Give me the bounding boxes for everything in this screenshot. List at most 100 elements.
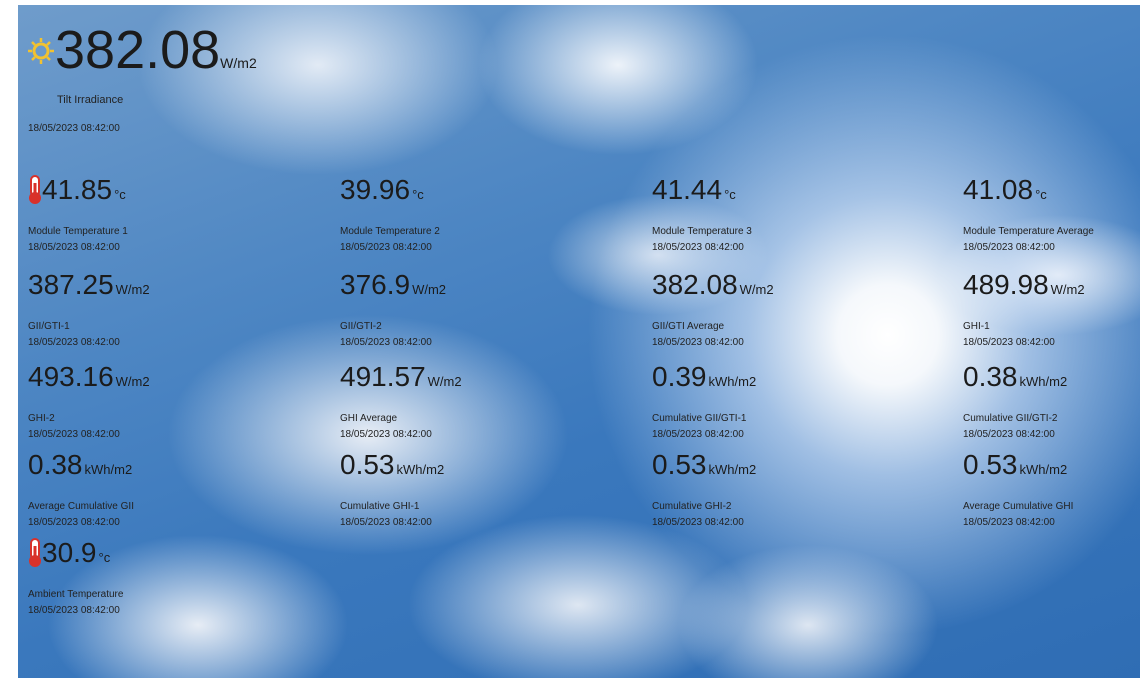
metric-value: 30.9 — [42, 537, 97, 568]
metric-value: 41.85 — [42, 174, 112, 205]
metric-unit: °c — [114, 187, 126, 202]
metric-label: Module Temperature 1 — [28, 225, 128, 238]
sun-icon — [28, 38, 54, 64]
metric-label: Module Temperature Average — [963, 225, 1094, 238]
metric-tile: 41.44°c Module Temperature 3 18/05/2023 08… — [652, 174, 752, 254]
metric-value: 0.53 — [340, 449, 395, 480]
header-value: 382.08 — [55, 20, 220, 80]
metric-timestamp: 18/05/2023 08:42:00 — [963, 336, 1085, 349]
metric-label: GHI-1 — [963, 320, 1085, 333]
metric-tile: 41.08°c Module Temperature Average 18/05/2… — [963, 174, 1094, 254]
metric-timestamp: 18/05/2023 08:42:00 — [963, 241, 1094, 254]
metric-unit: W/m2 — [428, 374, 462, 389]
metric-unit: W/m2 — [1051, 282, 1085, 297]
value-line: 41.85°c — [42, 174, 128, 211]
metric-timestamp: 18/05/2023 08:42:00 — [28, 336, 150, 349]
value-line: 491.57W/m2 — [340, 361, 462, 398]
metric-tile: 30.9°c Ambient Temperature 18/05/2023 08:4… — [28, 537, 123, 617]
metric-unit: W/m2 — [116, 374, 150, 389]
metric-value: 41.08 — [963, 174, 1033, 205]
header-value-line: 382.08W/m2 — [55, 22, 257, 91]
metric-unit: kWh/m2 — [397, 462, 445, 477]
metric-label: Cumulative GII/GTI-2 — [963, 412, 1067, 425]
metric-label: GII/GTI-1 — [28, 320, 150, 333]
metric-timestamp: 18/05/2023 08:42:00 — [652, 336, 774, 349]
metric-unit: W/m2 — [412, 282, 446, 297]
metric-unit: W/m2 — [116, 282, 150, 297]
metric-timestamp: 18/05/2023 08:42:00 — [652, 516, 756, 529]
metric-unit: kWh/m2 — [709, 374, 757, 389]
metric-label: Cumulative GHI-2 — [652, 500, 756, 513]
metric-value: 382.08 — [652, 269, 738, 300]
metric-value: 491.57 — [340, 361, 426, 392]
value-line: 30.9°c — [42, 537, 123, 574]
metric-label: Average Cumulative GII — [28, 500, 134, 513]
metric-unit: °c — [99, 550, 111, 565]
metric-label: GII/GTI Average — [652, 320, 774, 333]
metric-label: Ambient Temperature — [28, 588, 123, 601]
metric-value: 489.98 — [963, 269, 1049, 300]
metric-unit: kWh/m2 — [1020, 462, 1068, 477]
metric-timestamp: 18/05/2023 08:42:00 — [340, 516, 444, 529]
metric-value: 41.44 — [652, 174, 722, 205]
metric-timestamp: 18/05/2023 08:42:00 — [28, 428, 150, 441]
metric-unit: °c — [412, 187, 424, 202]
metric-value: 0.38 — [963, 361, 1018, 392]
metric-unit: kWh/m2 — [1020, 374, 1068, 389]
value-line: 41.44°c — [652, 174, 752, 211]
metric-label: Average Cumulative GHI — [963, 500, 1073, 513]
metric-timestamp: 18/05/2023 08:42:00 — [340, 428, 462, 441]
metric-value: 0.38 — [28, 449, 83, 480]
metric-value: 0.39 — [652, 361, 707, 392]
metric-label: GII/GTI-2 — [340, 320, 446, 333]
metric-value: 376.9 — [340, 269, 410, 300]
metric-label: Cumulative GII/GTI-1 — [652, 412, 756, 425]
metric-unit: kWh/m2 — [709, 462, 757, 477]
metric-value: 0.53 — [652, 449, 707, 480]
metric-timestamp: 18/05/2023 08:42:00 — [652, 241, 752, 254]
metric-value: 0.53 — [963, 449, 1018, 480]
value-line: 39.96°c — [340, 174, 440, 211]
metric-label: Module Temperature 3 — [652, 225, 752, 238]
header-label: Tilt Irradiance — [57, 94, 123, 107]
metric-timestamp: 18/05/2023 08:42:00 — [28, 516, 134, 529]
metric-timestamp: 18/05/2023 08:42:00 — [963, 516, 1073, 529]
metric-timestamp: 18/05/2023 08:42:00 — [963, 428, 1067, 441]
metric-timestamp: 18/05/2023 08:42:00 — [28, 604, 123, 617]
metric-timestamp: 18/05/2023 08:42:00 — [28, 241, 128, 254]
metric-label: Module Temperature 2 — [340, 225, 440, 238]
value-line: 41.08°c — [963, 174, 1094, 211]
metric-label: GHI Average — [340, 412, 462, 425]
metric-label: Cumulative GHI-1 — [340, 500, 444, 513]
metric-label: GHI-2 — [28, 412, 150, 425]
metric-timestamp: 18/05/2023 08:42:00 — [652, 428, 756, 441]
metric-tile: 41.85°c Module Temperature 1 18/05/2023 08… — [28, 174, 128, 254]
metric-value: 493.16 — [28, 361, 114, 392]
metric-unit: W/m2 — [740, 282, 774, 297]
metric-value: 387.25 — [28, 269, 114, 300]
metric-timestamp: 18/05/2023 08:42:00 — [340, 336, 446, 349]
header-unit: W/m2 — [220, 55, 257, 71]
metric-unit: kWh/m2 — [85, 462, 133, 477]
header-timestamp: 18/05/2023 08:42:00 — [28, 122, 120, 135]
